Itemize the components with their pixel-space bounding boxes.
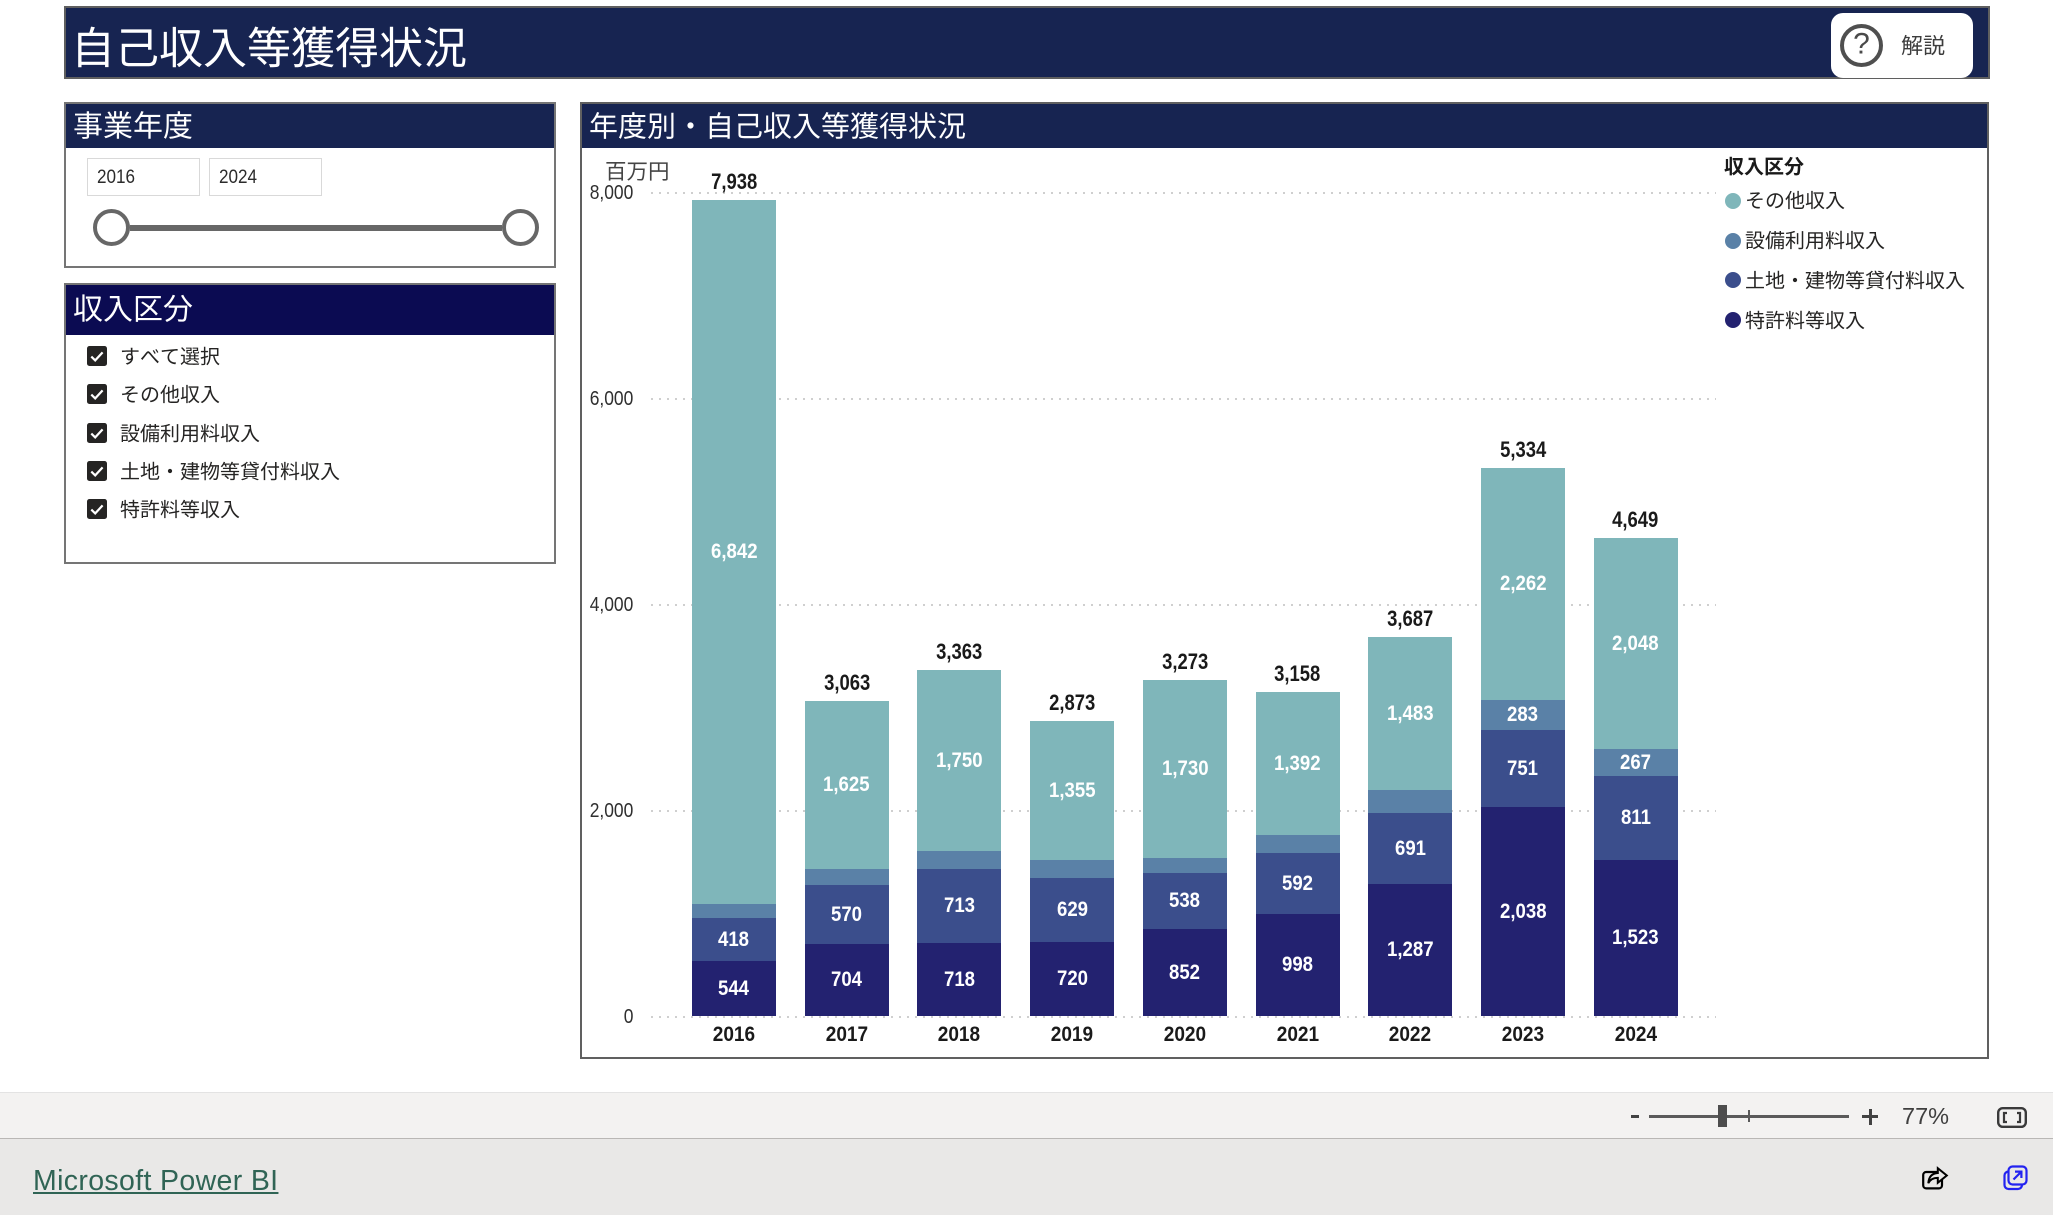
svg-text:?: ? — [1853, 28, 1870, 61]
